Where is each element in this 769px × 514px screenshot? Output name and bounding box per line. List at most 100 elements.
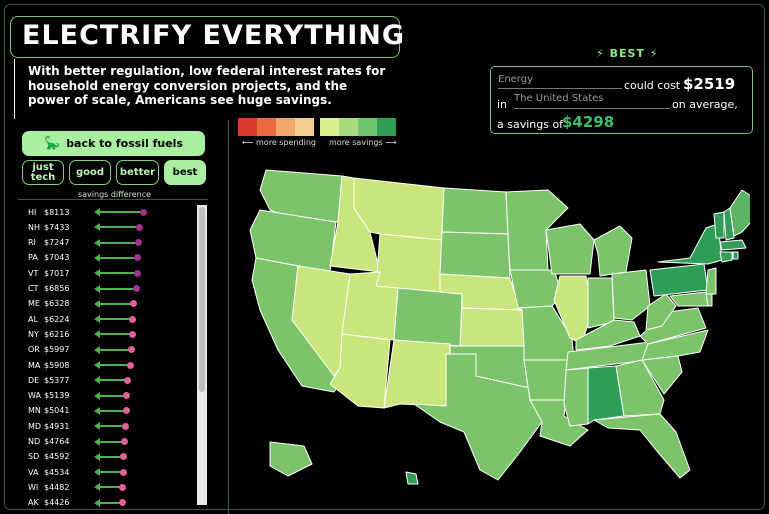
savings-row-vt[interactable]: VT $7017 [28, 266, 84, 280]
tier-better-button[interactable]: better [116, 160, 159, 185]
savings-arrow [98, 455, 123, 458]
row-value: $7247 [44, 238, 70, 248]
state-PA[interactable] [649, 263, 709, 297]
savings-row-mn[interactable]: MN $5041 [28, 404, 84, 418]
state-IA[interactable] [509, 269, 563, 309]
state-WV[interactable] [645, 293, 677, 331]
row-value: $4764 [44, 437, 70, 446]
state-CT[interactable] [719, 251, 733, 263]
state-NJ[interactable] [705, 267, 717, 295]
savings-row-sd[interactable]: SD $4592 [28, 450, 84, 464]
state-OH[interactable] [611, 269, 651, 321]
state-NM[interactable] [383, 339, 451, 409]
savings-dot [120, 453, 128, 461]
savings-row-wi[interactable]: WI $4482 [28, 480, 84, 494]
row-state: VT [28, 268, 39, 278]
savings-row-al[interactable]: AL $6224 [28, 312, 84, 326]
savings-arrow [98, 302, 132, 305]
state-RI[interactable] [732, 251, 739, 260]
savings-row-de[interactable]: DE $5377 [28, 373, 84, 387]
state-AK[interactable] [269, 441, 313, 477]
state-VT[interactable] [713, 211, 725, 239]
state-IN[interactable] [587, 277, 615, 329]
savings-arrow [98, 211, 142, 213]
region-select[interactable]: The United States [514, 93, 670, 109]
state-AR[interactable] [523, 359, 571, 401]
row-value: $7043 [44, 253, 70, 263]
savings-row-pa[interactable]: PA $7043 [28, 251, 84, 265]
arrowhead-icon [94, 299, 100, 308]
tier-good-label: good [75, 166, 105, 178]
tier-best-button[interactable]: best [164, 160, 206, 185]
energy-select[interactable]: Energy [498, 74, 622, 89]
tier-good-button[interactable]: good [69, 160, 111, 185]
state-KS[interactable] [459, 307, 525, 347]
tier-just-tech-button[interactable]: just tech [22, 160, 64, 185]
state-MA[interactable] [719, 239, 747, 251]
savings-dot [119, 499, 127, 507]
savings-arrow [98, 440, 123, 443]
arrowhead-icon [94, 253, 100, 262]
state-AL[interactable] [587, 365, 625, 425]
state-MS[interactable] [563, 367, 589, 427]
fossil-fuels-button[interactable]: 🦕 back to fossil fuels [22, 131, 205, 156]
savings-row-nd[interactable]: ND $4764 [28, 435, 84, 449]
cost-value: $2519 [683, 75, 736, 93]
row-state: AK [28, 498, 39, 508]
state-CO[interactable] [393, 287, 463, 347]
arrowhead-icon [94, 238, 100, 247]
bolt-icon: ⚡ [596, 47, 605, 60]
state-ME[interactable] [729, 189, 750, 237]
arrowhead-icon [94, 452, 100, 461]
savings-dot [123, 392, 131, 400]
savings-dot [124, 376, 132, 384]
row-state: VA [28, 467, 39, 477]
arrowhead-icon [94, 330, 100, 339]
state-NY[interactable] [657, 223, 723, 265]
arrowhead-icon [94, 315, 100, 324]
spending-legend [238, 118, 314, 136]
savings-row-ct[interactable]: CT $6856 [28, 282, 84, 296]
page-subtitle: With better regulation, low federal inte… [28, 64, 386, 107]
arrowhead-icon [94, 223, 100, 232]
savings-dot [121, 422, 129, 430]
savings-dot [121, 438, 128, 445]
state-MN[interactable] [505, 189, 569, 271]
state-ND[interactable] [441, 187, 509, 235]
state-MD[interactable] [669, 291, 709, 307]
savings-row-or[interactable]: OR $5997 [28, 343, 84, 357]
state-GA[interactable] [615, 359, 665, 417]
arrowhead-icon [94, 376, 100, 385]
savings-row-ak[interactable]: AK $4426 [28, 496, 84, 510]
row-state: DE [28, 375, 40, 385]
state-AZ[interactable] [329, 333, 391, 409]
state-TX[interactable] [413, 353, 543, 481]
savings-dot [129, 315, 137, 323]
savings-row-me[interactable]: ME $6328 [28, 297, 84, 311]
savings-arrow [98, 287, 135, 290]
savings-row-md[interactable]: MD $4931 [28, 419, 84, 433]
list-scrollbar-thumb[interactable] [199, 207, 205, 392]
row-state: AL [28, 314, 38, 324]
savings-dot [122, 407, 130, 415]
state-NC[interactable] [641, 329, 709, 361]
savings-row-ma[interactable]: MA $5908 [28, 358, 84, 372]
state-WY[interactable] [375, 233, 443, 293]
state-SD[interactable] [439, 231, 511, 279]
state-FL[interactable] [593, 413, 691, 479]
savings-row-ri[interactable]: RI $7247 [28, 236, 84, 250]
savings-row-ny[interactable]: NY $6216 [28, 327, 84, 341]
savings-row-wa[interactable]: WA $5139 [28, 389, 84, 403]
savings-row-nh[interactable]: NH $7433 [28, 220, 84, 234]
savings-arrow [98, 409, 125, 412]
state-HI[interactable] [405, 471, 419, 485]
state-WI[interactable] [545, 223, 595, 275]
savings-arrow [98, 379, 127, 382]
state-NH[interactable] [723, 207, 735, 241]
state-DE[interactable] [705, 293, 713, 307]
savings-row-hi[interactable]: HI $8113 [28, 205, 84, 219]
state-MI[interactable] [593, 225, 633, 277]
us-savings-map [249, 169, 750, 485]
arrowhead-icon [94, 361, 100, 369]
savings-row-va[interactable]: VA $4534 [28, 465, 84, 479]
